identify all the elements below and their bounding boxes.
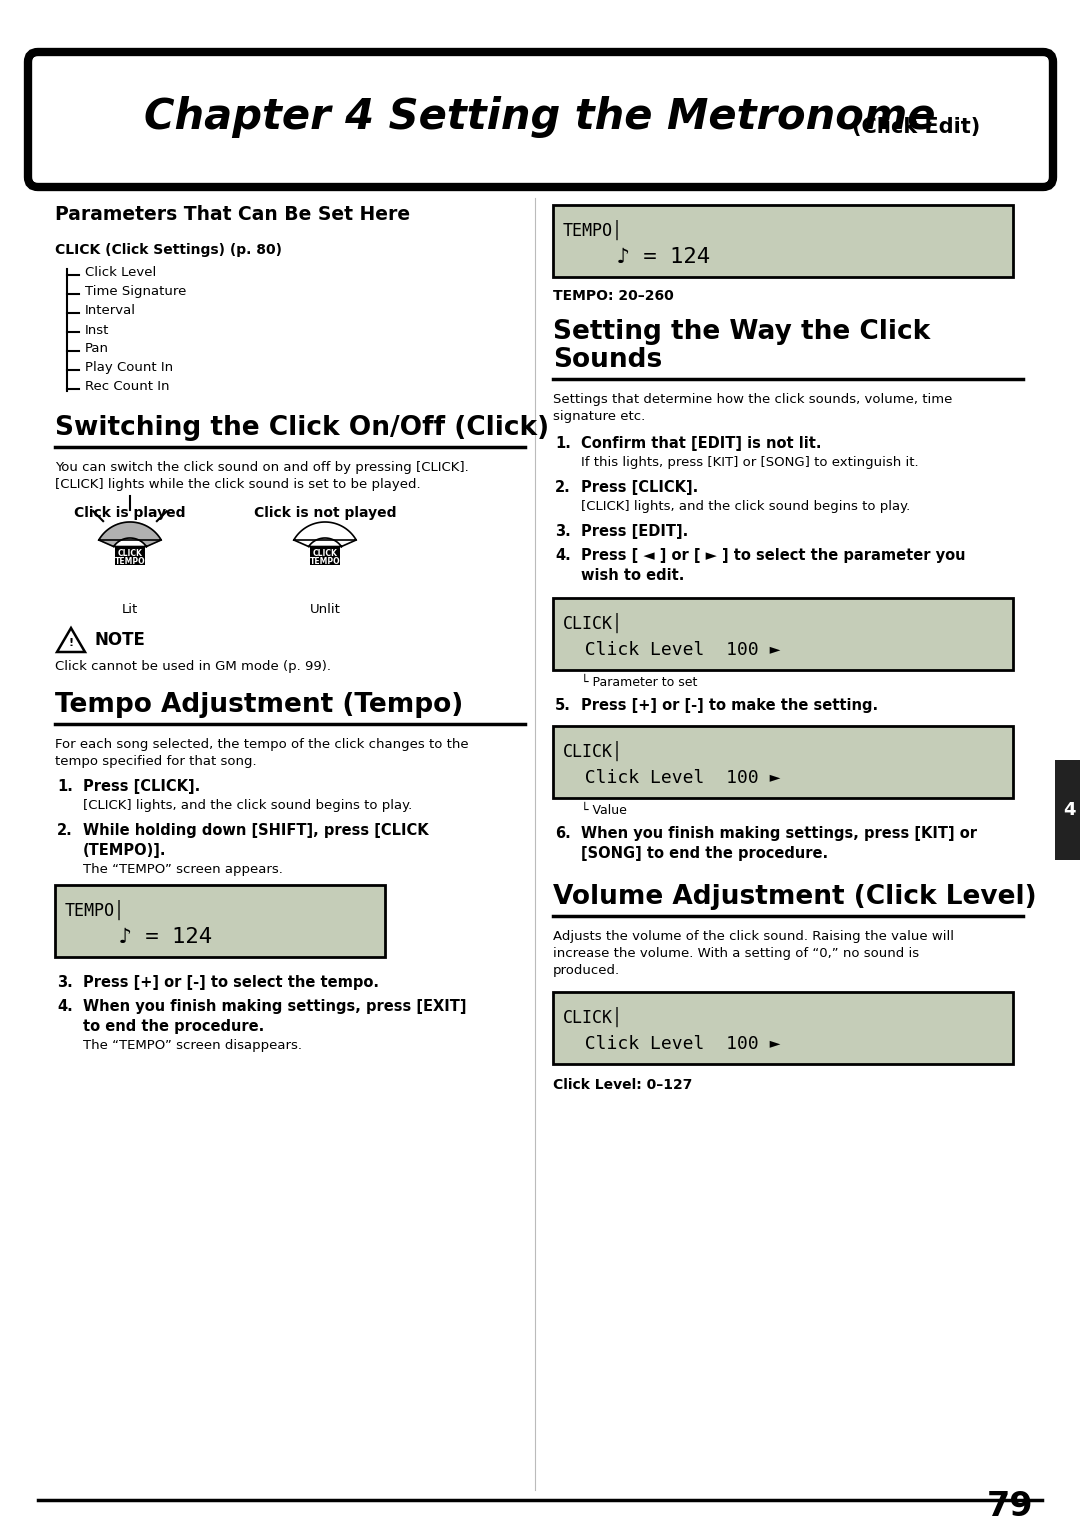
Text: If this lights, press [KIT] or [SONG] to extinguish it.: If this lights, press [KIT] or [SONG] to…	[581, 455, 919, 469]
Text: Tempo Adjustment (Tempo): Tempo Adjustment (Tempo)	[55, 692, 463, 718]
Text: For each song selected, the tempo of the click changes to the: For each song selected, the tempo of the…	[55, 738, 469, 750]
Text: Click Level  100 ►: Click Level 100 ►	[563, 1034, 781, 1053]
Text: ♪ = 124: ♪ = 124	[563, 248, 711, 267]
Text: 2.: 2.	[555, 480, 570, 495]
Text: └ Value: └ Value	[581, 804, 626, 817]
Text: Time Signature: Time Signature	[85, 286, 187, 298]
Text: 3.: 3.	[57, 975, 72, 990]
Text: CLICK (Click Settings) (p. 80): CLICK (Click Settings) (p. 80)	[55, 243, 282, 257]
Text: [CLICK] lights, and the click sound begins to play.: [CLICK] lights, and the click sound begi…	[581, 500, 910, 513]
Text: wish to edit.: wish to edit.	[581, 568, 685, 584]
FancyBboxPatch shape	[310, 547, 340, 565]
Text: Inst: Inst	[85, 324, 109, 336]
Text: Switching the Click On/Off (Click): Switching the Click On/Off (Click)	[55, 416, 549, 442]
Text: └ Parameter to set: └ Parameter to set	[581, 675, 698, 689]
Text: 4.: 4.	[555, 549, 570, 562]
Text: Volume Adjustment (Click Level): Volume Adjustment (Click Level)	[553, 885, 1037, 911]
Text: 4: 4	[1063, 801, 1076, 819]
Text: CLICK│: CLICK│	[563, 613, 623, 633]
Text: 2.: 2.	[57, 824, 72, 837]
Text: CLICK│: CLICK│	[563, 741, 623, 761]
Text: When you finish making settings, press [KIT] or: When you finish making settings, press […	[581, 827, 977, 840]
Text: NOTE: NOTE	[95, 631, 146, 649]
Text: Play Count In: Play Count In	[85, 362, 173, 374]
Text: CLICK: CLICK	[312, 549, 337, 558]
Text: increase the volume. With a setting of “0,” no sound is: increase the volume. With a setting of “…	[553, 947, 919, 960]
Text: Click Level  100 ►: Click Level 100 ►	[563, 640, 781, 659]
Text: Click cannot be used in GM mode (p. 99).: Click cannot be used in GM mode (p. 99).	[55, 660, 330, 672]
Text: Click is not played: Click is not played	[254, 506, 396, 520]
Text: tempo specified for that song.: tempo specified for that song.	[55, 755, 257, 769]
Text: [CLICK] lights, and the click sound begins to play.: [CLICK] lights, and the click sound begi…	[83, 799, 413, 811]
Text: TEMPO: TEMPO	[310, 556, 340, 565]
Text: Click is played: Click is played	[75, 506, 186, 520]
Text: Click Level: Click Level	[85, 266, 157, 280]
Text: !: !	[68, 639, 73, 648]
FancyBboxPatch shape	[553, 205, 1013, 277]
Text: TEMPO: 20–260: TEMPO: 20–260	[553, 289, 674, 303]
Text: TEMPO│: TEMPO│	[65, 900, 125, 920]
Text: Lit: Lit	[122, 604, 138, 616]
Text: to end the procedure.: to end the procedure.	[83, 1019, 265, 1034]
Text: Chapter 4 Setting the Metronome: Chapter 4 Setting the Metronome	[145, 96, 935, 139]
Text: TEMPO: TEMPO	[114, 556, 146, 565]
Text: ♪ = 124: ♪ = 124	[65, 927, 212, 947]
Polygon shape	[99, 523, 161, 547]
Text: Press [+] or [-] to make the setting.: Press [+] or [-] to make the setting.	[581, 698, 878, 714]
Text: 1.: 1.	[57, 779, 72, 795]
Text: You can switch the click sound on and off by pressing [CLICK].: You can switch the click sound on and of…	[55, 461, 469, 474]
FancyBboxPatch shape	[55, 885, 384, 957]
Text: Press [CLICK].: Press [CLICK].	[581, 480, 699, 495]
FancyBboxPatch shape	[28, 52, 1053, 186]
FancyBboxPatch shape	[114, 547, 145, 565]
Text: Setting the Way the Click: Setting the Way the Click	[553, 319, 930, 345]
Text: Press [EDIT].: Press [EDIT].	[581, 524, 688, 539]
FancyBboxPatch shape	[553, 992, 1013, 1063]
Text: Interval: Interval	[85, 304, 136, 318]
Text: signature etc.: signature etc.	[553, 410, 645, 423]
Text: 5.: 5.	[555, 698, 571, 714]
Text: (Click Edit): (Click Edit)	[852, 118, 980, 138]
Text: 3.: 3.	[555, 524, 570, 539]
Text: Parameters That Can Be Set Here: Parameters That Can Be Set Here	[55, 205, 410, 225]
Text: 79: 79	[987, 1490, 1034, 1523]
FancyBboxPatch shape	[553, 597, 1013, 669]
Text: Click Level  100 ►: Click Level 100 ►	[563, 769, 781, 787]
Text: [CLICK] lights while the click sound is set to be played.: [CLICK] lights while the click sound is …	[55, 478, 420, 490]
Text: Rec Count In: Rec Count In	[85, 380, 170, 394]
Text: Pan: Pan	[85, 342, 109, 356]
Text: CLICK│: CLICK│	[563, 1007, 623, 1027]
Text: Settings that determine how the click sounds, volume, time: Settings that determine how the click so…	[553, 393, 953, 406]
Text: The “TEMPO” screen appears.: The “TEMPO” screen appears.	[83, 863, 283, 876]
Text: Press [CLICK].: Press [CLICK].	[83, 779, 200, 795]
Text: Sounds: Sounds	[553, 347, 662, 373]
Text: (TEMPO)].: (TEMPO)].	[83, 843, 166, 859]
FancyBboxPatch shape	[553, 726, 1013, 798]
Text: TEMPO│: TEMPO│	[563, 220, 623, 240]
Text: Press [+] or [-] to select the tempo.: Press [+] or [-] to select the tempo.	[83, 975, 379, 990]
Text: Adjusts the volume of the click sound. Raising the value will: Adjusts the volume of the click sound. R…	[553, 931, 954, 943]
Text: Click Level: 0–127: Click Level: 0–127	[553, 1077, 692, 1093]
Text: 6.: 6.	[555, 827, 570, 840]
Text: The “TEMPO” screen disappears.: The “TEMPO” screen disappears.	[83, 1039, 302, 1051]
Text: 4.: 4.	[57, 999, 72, 1015]
FancyBboxPatch shape	[1055, 759, 1080, 860]
Text: When you finish making settings, press [EXIT]: When you finish making settings, press […	[83, 999, 467, 1015]
Text: [SONG] to end the procedure.: [SONG] to end the procedure.	[581, 847, 828, 860]
Text: Unlit: Unlit	[310, 604, 340, 616]
Text: 1.: 1.	[555, 435, 571, 451]
Text: While holding down [SHIFT], press [CLICK: While holding down [SHIFT], press [CLICK	[83, 824, 429, 837]
Text: Press [ ◄ ] or [ ► ] to select the parameter you: Press [ ◄ ] or [ ► ] to select the param…	[581, 549, 966, 562]
Polygon shape	[294, 523, 356, 547]
Text: Confirm that [EDIT] is not lit.: Confirm that [EDIT] is not lit.	[581, 435, 822, 451]
Text: CLICK: CLICK	[118, 549, 143, 558]
Text: produced.: produced.	[553, 964, 620, 976]
